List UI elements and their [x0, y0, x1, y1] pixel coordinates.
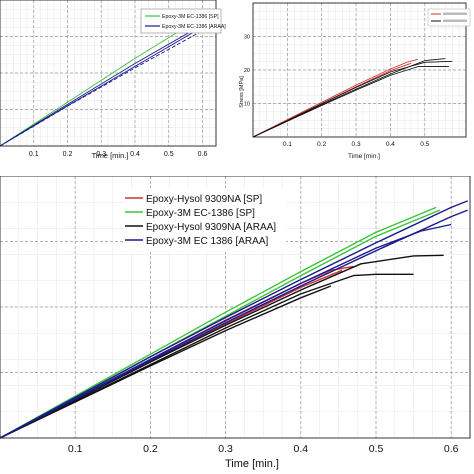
series-line	[0, 16, 203, 147]
series-line	[0, 273, 414, 439]
legend-label-hysol-araa: Epoxy-Hysol 9309NA [ARAA]	[146, 222, 276, 233]
plot-frame	[252, 2, 467, 138]
panel-background	[232, 0, 474, 162]
series-group	[0, 16, 203, 147]
x-tick-labels: 0.1 0.2 0.3 0.4 0.5 0.6	[29, 151, 208, 158]
y-tick-labels: 10 20 30	[244, 35, 250, 108]
x-tick-label: 0.2	[63, 151, 73, 158]
series-line	[252, 58, 419, 138]
x-tick-label: 0.1	[29, 151, 39, 158]
series-line	[0, 206, 437, 439]
x-tick-label: 0.5	[420, 141, 429, 148]
x-tick-label: 0.6	[444, 443, 459, 455]
legend-box	[427, 8, 471, 27]
x-tick-label: 0.1	[283, 141, 292, 148]
series-line	[0, 30, 203, 147]
y-tick-label: 20	[244, 68, 250, 74]
x-tick-label: 0.2	[317, 141, 326, 148]
series-group	[252, 58, 453, 138]
x-axis-label: Time [min.]	[225, 458, 279, 470]
x-tick-label: 0.4	[386, 141, 395, 148]
legend-box	[140, 8, 222, 34]
x-tick-label: 0.6	[198, 151, 208, 158]
x-tick-label: 0.4	[293, 443, 308, 455]
x-tick-label: 0.3	[352, 141, 361, 148]
legend-label-3m-araa: Epoxy-3M EC 1386 [ARAA]	[146, 236, 268, 247]
x-axis-label: Time [min.]	[92, 151, 129, 160]
series-line	[0, 209, 468, 439]
axes	[0, 0, 217, 147]
legend-text-placeholder	[443, 19, 467, 22]
legend-box	[123, 188, 286, 252]
x-tick-label: 0.5	[369, 443, 384, 455]
series-line	[252, 66, 449, 138]
axes	[252, 2, 467, 138]
x-tick-label: 0.5	[164, 151, 174, 158]
series-line	[0, 285, 332, 439]
legend-text-placeholder	[443, 12, 467, 15]
y-tick-label: 10	[244, 102, 250, 108]
plot-frame	[0, 0, 217, 147]
series-line	[0, 200, 468, 439]
series-line	[0, 24, 203, 147]
x-tick-label: 0.1	[68, 443, 83, 455]
chart-panel-main: 0.1 0.2 0.3 0.4 0.5 0.6 Time [min.] Epoxy-Hys…	[0, 176, 474, 474]
legend-label-3m-araa: Epoxy-3M EC-1386 [ARAA]	[162, 24, 226, 30]
x-tick-labels: 0.1 0.2 0.3 0.4 0.5 0.6	[68, 443, 459, 455]
x-tick-label: 0.2	[143, 443, 158, 455]
y-axis-label: Stress [MPa]	[239, 76, 245, 108]
legend	[427, 8, 471, 27]
legend-label-3m-sp: Epoxy-3M EC-1386 [SP]	[162, 14, 219, 20]
axes	[0, 176, 471, 439]
x-tick-label: 0.3	[218, 443, 233, 455]
legend: Epoxy-3M EC-1386 [SP] Epoxy-3M EC-1386 […	[140, 8, 226, 34]
plot-frame	[0, 176, 471, 439]
x-tick-labels: 0.1 0.2 0.3 0.4 0.5	[283, 141, 430, 148]
legend-label-hysol-sp: Epoxy-Hysol 9309NA [SP]	[146, 194, 262, 205]
series-group	[0, 200, 468, 439]
x-axis-label: Time [min.]	[348, 153, 380, 160]
x-tick-label: 0.4	[130, 151, 140, 158]
legend-label-3m-sp: Epoxy-3M EC-1386 [SP]	[146, 208, 255, 219]
y-tick-label: 30	[244, 35, 250, 41]
legend: Epoxy-Hysol 9309NA [SP] Epoxy-3M EC-1386…	[123, 188, 286, 252]
grid	[0, 0, 217, 147]
chart-panel-top-left: 0.1 0.2 0.3 0.4 0.5 0.6 Time [min.] Epoxy-3M …	[0, 0, 228, 162]
chart-panel-top-right: 0.1 0.2 0.3 0.4 0.5 10 20 30 Time [min.] Stres…	[232, 0, 474, 162]
x-tick-label: 0.3	[96, 151, 106, 158]
